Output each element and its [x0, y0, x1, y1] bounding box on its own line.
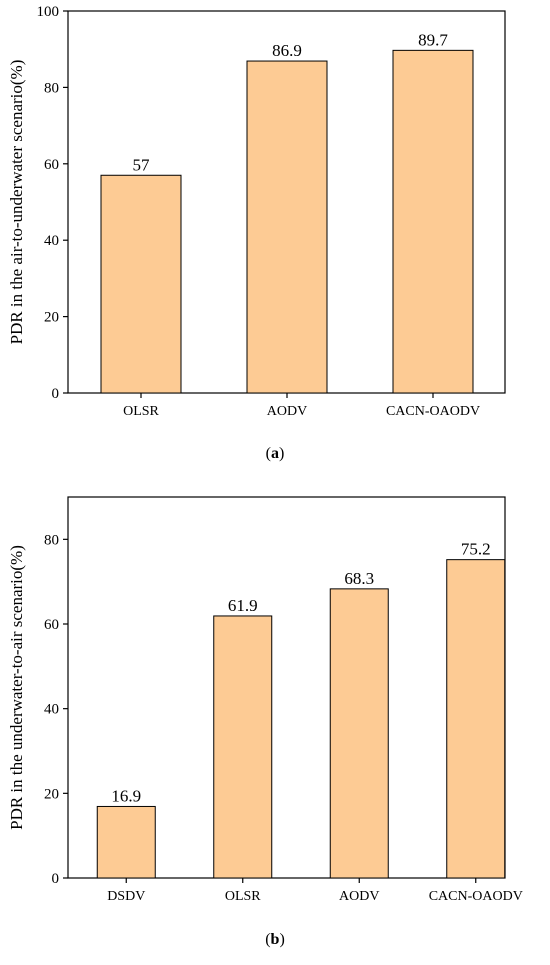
data-label: 61.9	[228, 596, 258, 615]
y-tick-label: 0	[52, 871, 60, 887]
data-label: 68.3	[344, 569, 374, 588]
y-tick-label: 80	[44, 80, 59, 96]
caption-letter: a	[271, 445, 279, 462]
bar-dsdv	[96, 805, 156, 879]
caption-letter: b	[271, 931, 280, 948]
y-tick-label: 20	[44, 786, 59, 802]
x-tick-label: AODV	[339, 889, 379, 904]
bar-aodv	[329, 588, 389, 879]
y-tick-label: 60	[44, 157, 59, 173]
bar-cacn-oaodv	[392, 49, 474, 394]
data-label: 75.2	[461, 540, 491, 559]
bar-aodv	[246, 60, 328, 394]
y-axis-title: PDR in the underwater-to-air scenario(%)	[7, 545, 26, 830]
y-tick-label: 40	[44, 702, 59, 718]
panel-caption: (a)	[266, 445, 285, 462]
y-tick-label: 60	[44, 617, 59, 633]
caption-close: )	[279, 931, 284, 948]
data-label: 89.7	[418, 30, 448, 49]
bar-olsr	[100, 174, 182, 394]
caption-close: )	[279, 445, 284, 462]
x-tick-label: OLSR	[225, 889, 261, 904]
data-label: 16.9	[111, 786, 141, 805]
y-tick-label: 80	[44, 532, 59, 548]
y-tick-label: 40	[44, 233, 59, 249]
data-label: 86.9	[272, 41, 302, 60]
data-label: 57	[133, 155, 151, 174]
x-tick-label: CACN-OAODV	[429, 889, 523, 904]
y-tick-label: 0	[52, 386, 60, 402]
caption-open: (	[266, 445, 271, 462]
bar-olsr	[213, 615, 273, 879]
y-tick-label: 100	[37, 4, 60, 20]
chart-panel-b: 0 20 40 60 80 16.9 DSDV 61.9 OLSR 68.3 AODV 75.2 CAC…	[7, 496, 523, 948]
bar-cacn-oaodv	[446, 559, 506, 879]
chart-panel-a: 0 20 40 60 80 100 57 OLSR 86.9 AODV 89.7 CACN-OAODV…	[7, 4, 506, 462]
y-axis-title: PDR in the air-to-underwater scenario(%)	[7, 60, 26, 345]
x-tick-label: CACN-OAODV	[386, 404, 480, 419]
x-tick-label: AODV	[267, 404, 307, 419]
caption-open: (	[265, 931, 270, 948]
x-tick-label: DSDV	[107, 889, 145, 904]
panel-caption: (b)	[265, 931, 285, 948]
x-tick-label: OLSR	[123, 404, 159, 419]
y-tick-label: 20	[44, 310, 59, 326]
